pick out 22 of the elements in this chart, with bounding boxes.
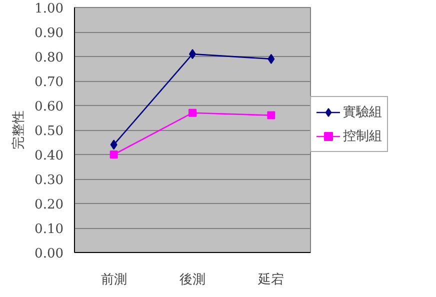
y-tick-label: 0.70 [34,75,64,90]
point [268,54,275,64]
point [267,111,276,120]
y-tick-label: 0.30 [34,173,64,188]
x-tick-label: 前測 [100,272,127,288]
point [110,150,118,158]
y-tick-label: 1.00 [34,2,64,16]
legend-label: 控制組 [343,128,382,145]
y-tick-label: 0.10 [34,222,64,237]
legend-label: 實驗組 [343,104,382,121]
x-tick-label: 延宕 [257,272,284,288]
y-tick-label: 0.00 [34,246,64,262]
y-tick-label: 0.20 [34,198,64,212]
y-tick-label: 0.80 [34,50,64,66]
y-tick-label: 0.60 [34,100,64,114]
point [188,108,196,117]
y-axis-title: 完整性 [10,110,27,150]
y-tick-label: 0.40 [34,148,64,164]
x-tick-label: 後測 [180,272,206,288]
y-tick-label: 0.50 [34,124,64,139]
point [110,140,118,150]
y-tick-label: 0.90 [34,26,64,41]
